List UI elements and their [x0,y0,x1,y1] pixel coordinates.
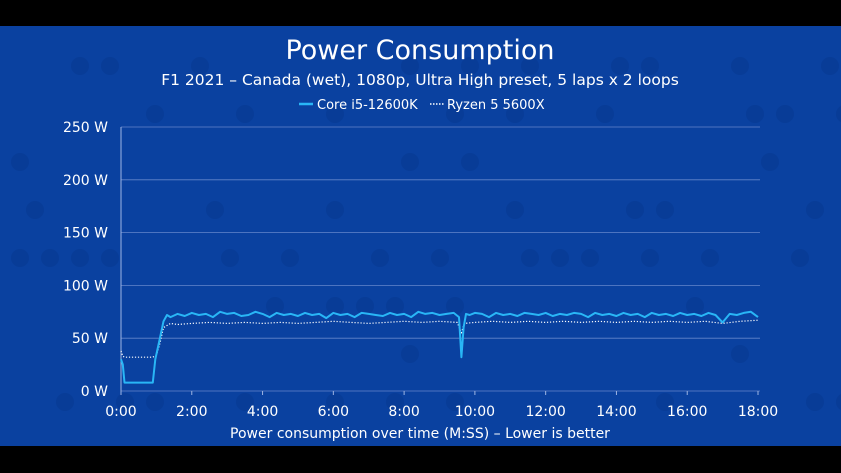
pattern-dot [686,297,704,315]
x-tick-label: 6:00 [318,404,349,420]
pattern-dot [761,153,779,171]
pattern-dot [371,249,389,267]
pattern-dot [701,249,719,267]
pattern-dot [401,153,419,171]
pattern-dot [41,249,59,267]
pattern-dot [206,201,224,219]
pattern-dot [146,105,164,123]
pattern-dot [731,57,749,75]
pattern-dot [326,297,344,315]
pattern-dot [446,297,464,315]
legend-label-i5: Core i5-12600K [317,98,418,113]
chart-series [120,310,759,384]
series-line-core-i5-12600k [120,310,759,384]
pattern-dot [641,57,659,75]
series-line-ryzen-5-5600x [120,319,759,358]
pattern-dot [791,249,809,267]
chart-panel: Power Consumption F1 2021 – Canada (wet)… [0,26,841,446]
pattern-dot [596,105,614,123]
y-tick-label: 100 W [63,278,108,294]
y-tick-label: 250 W [63,120,108,136]
pattern-dot [551,249,569,267]
pattern-dot [26,201,44,219]
pattern-dot [506,105,524,123]
y-axis-ticks: 0 W 50 W 100 W 150 W 200 W 250 W [63,120,108,400]
pattern-dot [221,249,239,267]
pattern-dot [626,201,644,219]
pattern-dot [641,249,659,267]
pattern-dot [731,345,749,363]
y-tick-label: 150 W [63,226,108,242]
pattern-dot [326,393,344,411]
pattern-dot [326,201,344,219]
power-chart: Power Consumption F1 2021 – Canada (wet)… [11,35,841,442]
pattern-dot [116,393,134,411]
x-tick-label: 12:00 [525,404,565,420]
pattern-dot [281,249,299,267]
pattern-dot [656,201,674,219]
pattern-dot [776,105,794,123]
pattern-dot [656,393,674,411]
pattern-dot [446,105,464,123]
pattern-dot [71,249,89,267]
pattern-dot [386,393,404,411]
x-tick-label: 8:00 [388,404,419,420]
y-tick-label: 50 W [72,331,108,347]
chart-title: Power Consumption [285,35,554,66]
pattern-dot [266,297,284,315]
pattern-dot [446,393,464,411]
pattern-dot [821,57,839,75]
pattern-dot [191,57,209,75]
x-axis-label: Power consumption over time (M:SS) – Low… [230,426,610,442]
pattern-dot [236,105,254,123]
pattern-dot [56,393,74,411]
pattern-dot [101,57,119,75]
chart-grid [120,126,760,392]
pattern-dot [401,57,419,75]
x-tick-label: 0:00 [105,404,136,420]
y-tick-label: 0 W [81,384,108,400]
x-tick-label: 4:00 [247,404,278,420]
background-pattern [11,57,841,411]
chart-subtitle: F1 2021 – Canada (wet), 1080p, Ultra Hig… [161,71,679,89]
x-tick-label: 14:00 [596,404,636,420]
pattern-dot [836,393,841,411]
pattern-dot [806,393,824,411]
pattern-dot [836,105,841,123]
pattern-dot [356,297,374,315]
pattern-dot [101,249,119,267]
x-tick-label: 18:00 [738,404,778,420]
pattern-dot [71,57,89,75]
pattern-dot [506,201,524,219]
pattern-dot [146,393,164,411]
pattern-dot [386,297,404,315]
pattern-dot [326,105,344,123]
x-tick-label: 2:00 [176,404,207,420]
pattern-dot [581,249,599,267]
pattern-dot [11,249,29,267]
pattern-dot [431,249,449,267]
x-axis-ticks: 0:00 2:00 4:00 6:00 8:00 10:00 12:00 14:00 16:00… [105,391,778,420]
x-tick-label: 16:00 [667,404,707,420]
pattern-dot [521,249,539,267]
pattern-dot [746,105,764,123]
legend-label-ryzen: Ryzen 5 5600X [447,98,545,113]
pattern-dot [521,57,539,75]
pattern-dot [401,345,419,363]
pattern-dot [611,57,629,75]
chart-legend: Core i5-12600K Ryzen 5 5600X [299,98,545,113]
x-tick-label: 10:00 [455,404,495,420]
y-tick-label: 200 W [63,173,108,189]
pattern-dot [806,201,824,219]
pattern-dot [11,153,29,171]
pattern-dot [236,393,254,411]
pattern-dot [461,153,479,171]
pattern-dot [461,57,479,75]
